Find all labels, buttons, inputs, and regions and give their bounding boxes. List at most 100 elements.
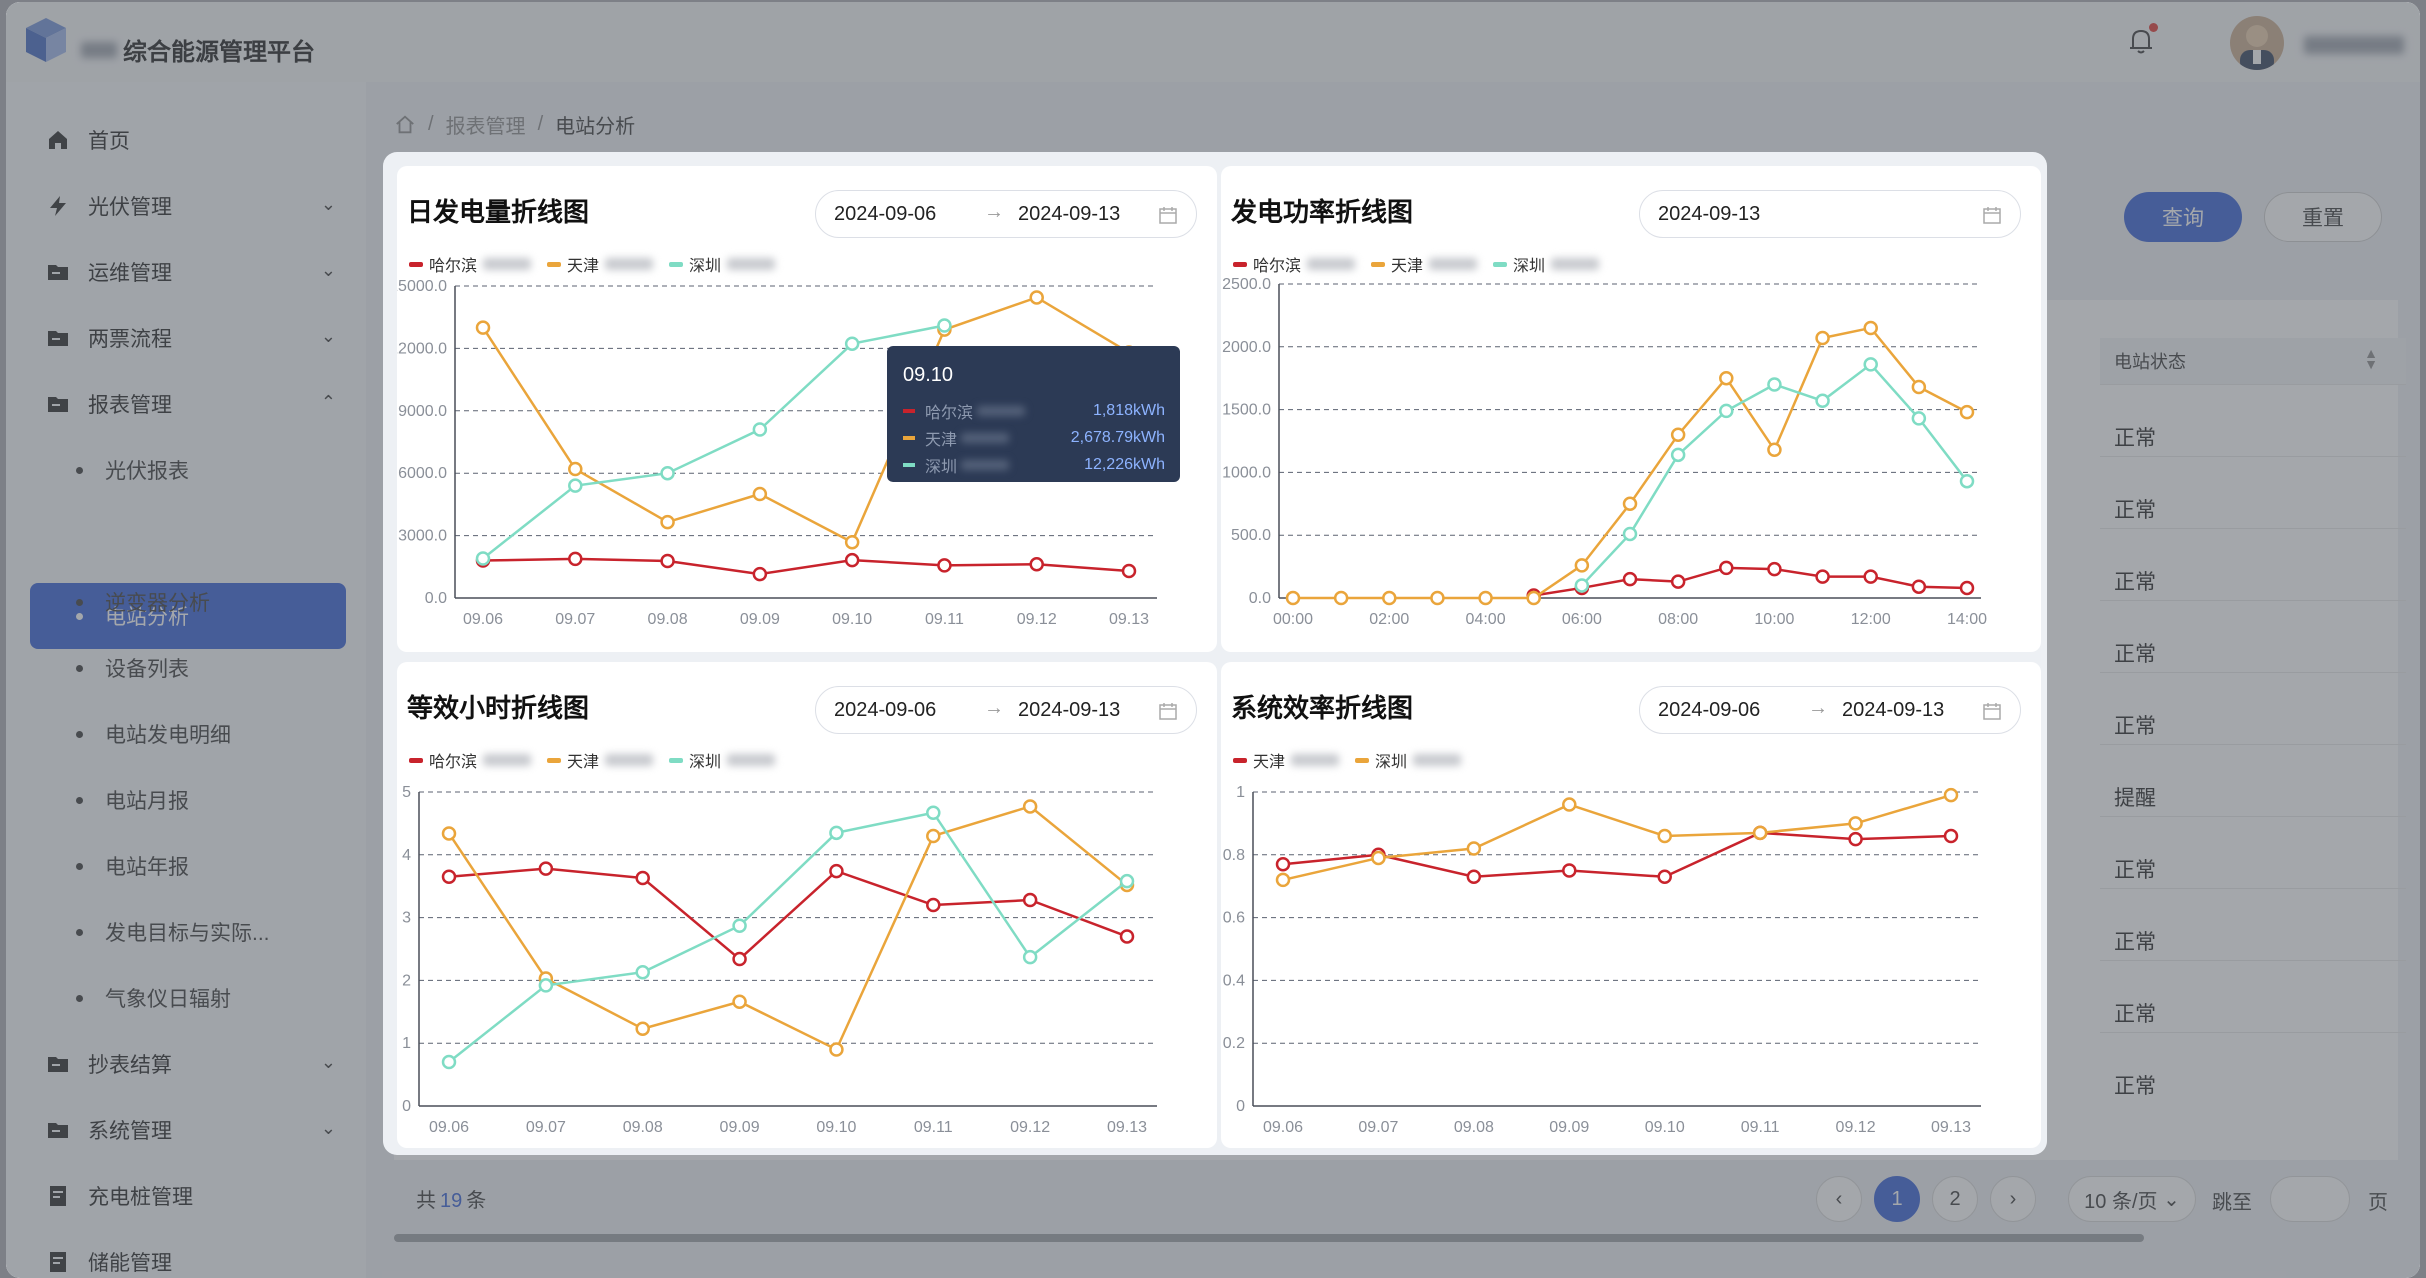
date-range-picker[interactable]: 2024-09-06 → 2024-09-13	[815, 686, 1197, 734]
data-point	[926, 897, 941, 913]
status-cell: 正常	[2114, 715, 2156, 738]
jump-page-input[interactable]	[2270, 1176, 2350, 1222]
user-avatar[interactable]	[2230, 16, 2284, 70]
series-line	[1282, 793, 1952, 882]
sort-icon[interactable]: ▲ ▼	[2364, 345, 2378, 372]
data-point	[1959, 580, 1975, 596]
date-end[interactable]: 2024-09-13	[1842, 699, 1945, 721]
reset-button[interactable]: 重置	[2264, 192, 2382, 242]
date-end[interactable]: 2024-09-13	[1018, 203, 1121, 225]
x-tick-label: 09.10	[816, 1119, 856, 1136]
equivalent-hours-panel: 等效小时折线图 2024-09-06 → 2024-09-13 哈尔滨 天津 深圳 …	[397, 662, 1217, 1148]
page-size-select[interactable]: 10 条/页 ⌄	[2068, 1176, 2196, 1222]
redacted-name	[1429, 258, 1478, 270]
legend-item[interactable]: 深圳	[669, 748, 776, 772]
breadcrumb-reports[interactable]: 报表管理	[445, 116, 526, 138]
series-line	[482, 557, 1130, 576]
legend-item[interactable]: 天津	[1371, 252, 1478, 276]
y-tick-label: 1000.0	[1222, 464, 1271, 481]
data-point	[1719, 560, 1734, 576]
x-tick-label: 09.11	[1741, 1119, 1780, 1136]
legend-item[interactable]: 深圳	[1355, 748, 1462, 772]
redacted-name	[605, 754, 654, 766]
date-start[interactable]: 2024-09-06	[834, 203, 937, 225]
data-point	[1574, 578, 1590, 593]
data-point	[1911, 579, 1927, 594]
y-tick-label: 2	[402, 972, 411, 989]
data-point	[538, 861, 554, 876]
data-point	[1863, 569, 1878, 584]
legend-item[interactable]: 天津	[547, 252, 654, 276]
tooltip-value: 12,226kWh	[1084, 456, 1165, 473]
prev-page-button[interactable]: ‹	[1816, 1176, 1862, 1222]
x-tick-label: 09.09	[720, 1119, 760, 1136]
sidebar-subitem-radiation[interactable]: 气象仪日辐射	[76, 978, 231, 1018]
sidebar-item-home[interactable]: 首页	[46, 120, 336, 160]
date-range-picker[interactable]: 2024-09-06 → 2024-09-13	[815, 190, 1197, 238]
app-title: 综合能源管理平台	[81, 32, 315, 67]
tooltip-title: 09.10	[903, 364, 954, 386]
legend-item[interactable]: 哈尔滨	[1233, 252, 1356, 276]
sidebar-item-ops[interactable]: 运维管理 ⌄	[46, 252, 336, 292]
status-cell: 正常	[2114, 499, 2156, 522]
sidebar-subitem-inverter[interactable]: 逆变器分析	[76, 582, 210, 622]
legend-swatch	[547, 261, 562, 267]
x-tick-label: 09.09	[740, 611, 780, 628]
username-redacted[interactable]	[2304, 36, 2404, 54]
query-button[interactable]: 查询	[2124, 192, 2242, 242]
date-start[interactable]: 2024-09-06	[1658, 699, 1761, 721]
sidebar-subitem-devices[interactable]: 设备列表	[76, 648, 189, 688]
sidebar-item-metering[interactable]: 抄表结算 ⌄	[46, 1044, 336, 1084]
legend-item[interactable]: 哈尔滨	[409, 748, 532, 772]
legend-item[interactable]: 深圳	[1493, 252, 1600, 276]
sidebar-subitem-target[interactable]: 发电目标与实际...	[76, 912, 270, 952]
page-2-button[interactable]: 2	[1932, 1176, 1978, 1222]
horizontal-scrollbar[interactable]	[394, 1234, 2144, 1242]
data-point	[1371, 850, 1386, 866]
redacted-name	[1307, 258, 1356, 270]
sidebar-item-storage[interactable]: 储能管理	[46, 1242, 336, 1278]
legend-item[interactable]: 深圳	[669, 252, 776, 276]
data-point	[1622, 496, 1638, 512]
y-tick-label: 0.2	[1223, 1035, 1245, 1052]
status-column-header[interactable]: 电站状态 ▲ ▼	[2100, 338, 2406, 384]
home-icon[interactable]	[394, 114, 416, 136]
date-start[interactable]: 2024-09-13	[1658, 203, 1761, 225]
data-point	[1670, 574, 1686, 589]
x-tick-label: 12:00	[1851, 611, 1891, 628]
sidebar-item-tickets[interactable]: 两票流程 ⌄	[46, 318, 336, 358]
date-end[interactable]: 2024-09-13	[1018, 699, 1121, 721]
line-chart: 0 0.2 0.4 0.6 0.8 1 09.06 09.07 09.08 09.09 09.10 0…	[1223, 784, 1981, 1136]
date-range-picker[interactable]: 2024-09-06 → 2024-09-13	[1639, 686, 2021, 734]
sidebar-item-charging[interactable]: 充电桩管理	[46, 1176, 336, 1216]
legend-swatch	[409, 261, 423, 267]
y-tick-label: 3000.0	[398, 528, 447, 545]
jump-label: 跳至	[2212, 1192, 2252, 1214]
sidebar-subitem-monthly[interactable]: 电站月报	[76, 780, 189, 820]
sidebar-item-pv[interactable]: 光伏管理 ⌄	[46, 186, 336, 226]
arrow-right-icon: →	[984, 201, 1004, 223]
power-panel: 发电功率折线图 2024-09-13 哈尔滨 天津 深圳 0.0 500.0 1000.…	[1221, 166, 2041, 652]
legend-item[interactable]: 天津	[1233, 748, 1340, 772]
sidebar-subitem-yearly[interactable]: 电站年报	[76, 846, 189, 886]
sidebar-subitem-gen-detail[interactable]: 电站发电明细	[76, 714, 231, 754]
date-start[interactable]: 2024-09-06	[834, 699, 937, 721]
data-point	[732, 918, 747, 934]
date-picker[interactable]: 2024-09-13	[1639, 190, 2021, 238]
data-point	[475, 551, 491, 566]
status-cell: 正常	[2114, 571, 2156, 594]
sidebar-item-label: 光伏管理	[88, 196, 172, 219]
app-title-text: 综合能源管理平台	[123, 39, 315, 66]
tooltip-value: 1,818kWh	[1092, 402, 1165, 419]
data-point	[1029, 557, 1044, 572]
y-tick-label: 0.0	[1249, 590, 1271, 607]
legend-swatch	[669, 261, 684, 267]
legend-item[interactable]: 天津	[547, 748, 654, 772]
legend-item[interactable]: 哈尔滨	[409, 252, 532, 276]
chart-legend: 哈尔滨 天津 深圳	[1233, 252, 1600, 276]
sidebar-subitem-pv-report[interactable]: 光伏报表	[76, 450, 189, 490]
sidebar-item-system[interactable]: 系统管理 ⌄	[46, 1110, 336, 1150]
sidebar-item-reports[interactable]: 报表管理 ⌃	[46, 384, 336, 424]
page-1-button[interactable]: 1	[1874, 1176, 1920, 1222]
next-page-button[interactable]: ›	[1990, 1176, 2036, 1222]
